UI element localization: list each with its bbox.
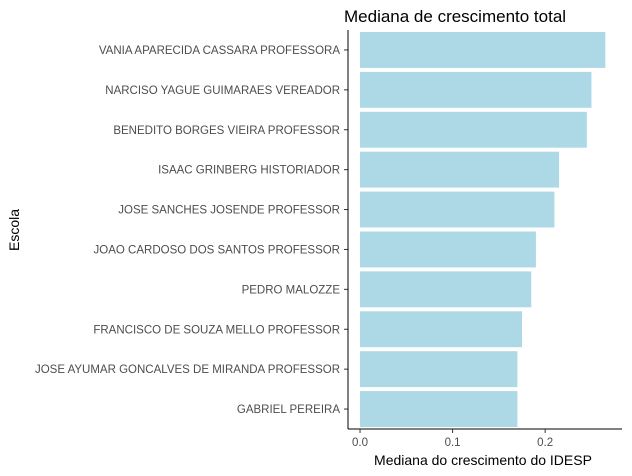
y-tick-label: JOSE AYUMAR GONCALVES DE MIRANDA PROFESS… [35, 364, 340, 376]
chart-title: Mediana de crescimento total [344, 7, 566, 26]
bar [360, 351, 518, 388]
x-tick-label: 0.2 [537, 437, 553, 449]
bar [360, 71, 592, 108]
y-tick-label: VANIA APARECIDA CASSARA PROFESSORA [99, 45, 340, 57]
y-axis-title: Escola [6, 209, 22, 251]
y-tick-label: ISAAC GRINBERG HISTORIADOR [158, 165, 340, 177]
y-tick-label: BENEDITO BORGES VIEIRA PROFESSOR [113, 125, 340, 137]
y-tick-label: JOSE SANCHES JOSENDE PROFESSOR [118, 205, 340, 217]
y-axis-ticks [344, 49, 348, 410]
x-axis-ticks: 0.0 0.1 0.2 [352, 429, 553, 449]
y-tick-label: FRANCISCO DE SOUZA MELLO PROFESSOR [93, 324, 340, 336]
bar [360, 231, 536, 268]
bar [360, 191, 555, 228]
y-tick-label: NARCISO YAGUE GUIMARAES VEREADOR [105, 85, 340, 97]
y-tick-label: GABRIEL PEREIRA [237, 404, 340, 416]
y-tick-label: JOAO CARDOSO DOS SANTOS PROFESSOR [94, 244, 340, 256]
y-axis-tick-labels: VANIA APARECIDA CASSARA PROFESSORA NARCIS… [35, 45, 340, 416]
bar [360, 111, 587, 148]
bar [360, 151, 560, 188]
bar [360, 391, 518, 428]
bar [360, 31, 606, 68]
x-tick-label: 0.0 [352, 437, 368, 449]
x-axis-title: Mediana do crescimento do IDESP [374, 452, 592, 468]
x-tick-label: 0.1 [445, 437, 461, 449]
bar-series [360, 31, 606, 428]
bar [360, 311, 523, 348]
y-tick-label: PEDRO MALOZZE [242, 284, 341, 296]
bar [360, 271, 532, 308]
